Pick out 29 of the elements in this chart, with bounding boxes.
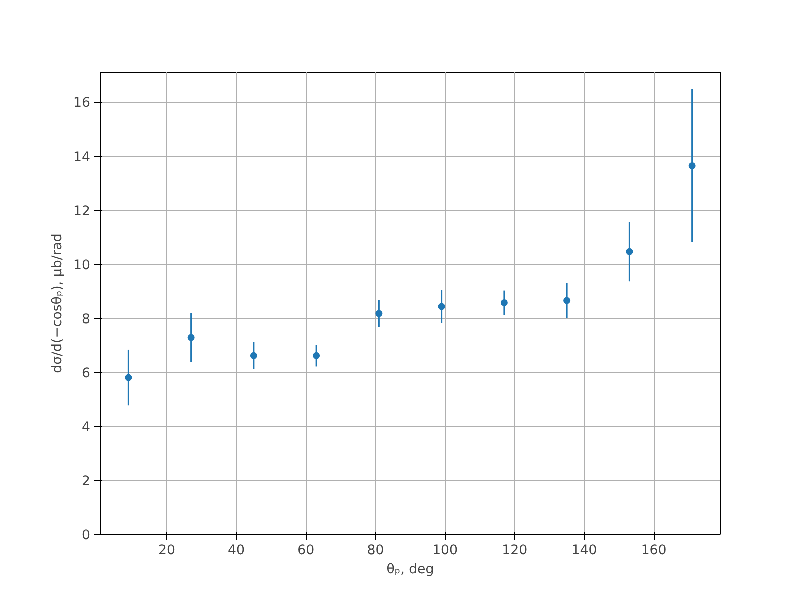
y-tick-label: 12 — [74, 204, 91, 220]
point — [438, 303, 446, 310]
x-tick-label: 40 — [228, 544, 246, 558]
point — [188, 334, 195, 342]
point — [500, 299, 508, 306]
point — [313, 352, 320, 360]
point — [250, 352, 258, 360]
point — [688, 162, 696, 170]
point — [626, 248, 634, 256]
y-tick-label: 0 — [82, 528, 91, 544]
point — [564, 297, 571, 304]
x-tick-label: 20 — [158, 544, 176, 558]
y-tick-label: 6 — [82, 366, 91, 382]
y-tick-label: 16 — [74, 96, 91, 112]
x-tick-label: 60 — [298, 544, 315, 558]
point — [125, 374, 132, 382]
y-tick-label: 14 — [74, 150, 91, 166]
x-axis-title: θₚ, deg — [386, 562, 434, 578]
x-tick-label: 140 — [572, 544, 598, 558]
point — [376, 310, 383, 318]
y-tick-label: 4 — [82, 420, 91, 436]
x-tick-label: 120 — [502, 544, 528, 558]
x-tick-label: 100 — [432, 544, 458, 558]
x-tick-label: 160 — [641, 544, 667, 558]
y-axis-title: dσ/d(−cosθₚ), μb/rad — [50, 234, 66, 374]
y-tick-label: 8 — [82, 312, 91, 328]
y-tick-label: 10 — [74, 258, 91, 274]
y-tick-label: 2 — [82, 474, 91, 490]
x-tick-label: 80 — [367, 544, 384, 558]
